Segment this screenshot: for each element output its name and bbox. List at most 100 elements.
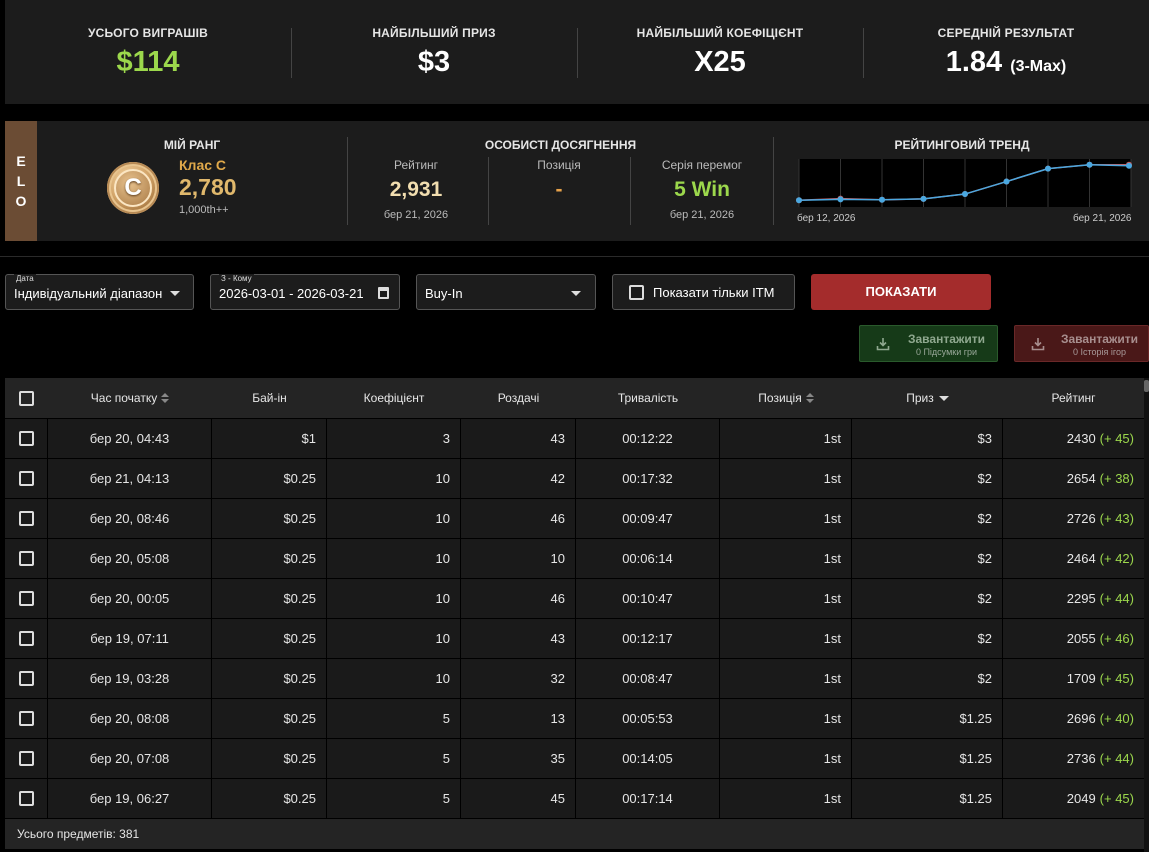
elo-tab-letter: L [16, 173, 26, 189]
rating-value: 2696 [1066, 711, 1096, 726]
trend-point[interactable] [879, 196, 885, 203]
cell-position: 1st [720, 419, 852, 458]
rating-delta: (+ 45) [1099, 431, 1134, 446]
row-checkbox[interactable] [18, 711, 34, 726]
cell-hands: 42 [461, 459, 576, 498]
scrollbar[interactable] [1144, 378, 1149, 852]
cell-rating: 2464 (+ 42) [1003, 539, 1144, 578]
select-all-checkbox[interactable] [19, 390, 34, 406]
cell-hands: 45 [461, 779, 576, 818]
row-checkbox[interactable] [18, 471, 34, 486]
table-row[interactable]: бер 19, 07:11 $0.25 10 43 00:12:17 1st $2 2055(… [5, 618, 1144, 658]
stat-value: X25 [694, 45, 746, 78]
rank-title: МІЙ РАНГ [163, 138, 221, 152]
row-checkbox[interactable] [18, 791, 34, 806]
trend-point[interactable] [1003, 178, 1010, 185]
cell-start-time: бер 20, 07:08 [48, 739, 212, 778]
checkbox-icon[interactable] [629, 285, 644, 300]
rating-trend-chart[interactable] [795, 159, 1135, 209]
rating-value: 2654 [1066, 471, 1096, 486]
trend-point[interactable] [1126, 162, 1132, 169]
cell-buyin: $0.25 [212, 659, 327, 698]
column-header-hands: Роздачі [461, 378, 576, 418]
row-select-cell [5, 459, 48, 498]
download-game-summary-button[interactable]: Завантажити 0 Підсумки гри [859, 325, 998, 362]
trend-point[interactable] [962, 191, 968, 198]
achievement-date: бер 21, 2026 [383, 209, 449, 221]
cell-duration: 00:17:32 [576, 459, 720, 498]
row-checkbox[interactable] [18, 751, 34, 766]
cell-prize: $2 [852, 539, 1003, 578]
table-row[interactable]: бер 20, 05:08 $0.25 10 10 00:06:14 1st $2 2464(… [5, 538, 1144, 578]
stat-value: $114 [116, 45, 180, 78]
rating-delta: (+ 43) [1099, 511, 1134, 526]
cell-rating: 2295 (+ 44) [1003, 579, 1144, 618]
download-game-history-button[interactable]: Завантажити 0 Історія ігор [1014, 325, 1149, 362]
trend-point[interactable] [1045, 165, 1051, 172]
rank-badge-letter: C [114, 169, 152, 207]
elo-panel: E L O МІЙ РАНГ C Клас C 2,780 1,000th++ … [5, 121, 1149, 241]
buyin-select[interactable]: Buy-In [416, 274, 596, 310]
row-checkbox[interactable] [18, 671, 34, 686]
cell-rating: 1709 (+ 45) [1003, 659, 1144, 698]
cell-rating: 2049 (+ 45) [1003, 779, 1144, 818]
cell-prize: $1.25 [852, 699, 1003, 738]
row-select-cell [5, 499, 48, 538]
cell-multiplier: 5 [327, 699, 461, 738]
table-row[interactable]: бер 20, 07:08 $0.25 5 35 00:14:05 1st $1.25 273… [5, 738, 1144, 778]
column-header-prize[interactable]: Приз [852, 378, 1003, 418]
table-row[interactable]: бер 20, 08:08 $0.25 5 13 00:05:53 1st $1.25 269… [5, 698, 1144, 738]
cell-position: 1st [720, 659, 852, 698]
row-checkbox[interactable] [18, 591, 34, 606]
select-all-cell [5, 378, 48, 418]
cell-start-time: бер 20, 04:43 [48, 419, 212, 458]
cell-duration: 00:08:47 [576, 659, 720, 698]
itm-only-checkbox[interactable]: Показати тільки ITM [612, 274, 795, 310]
table-row[interactable]: бер 20, 00:05 $0.25 10 46 00:10:47 1st $2 2295(… [5, 578, 1144, 618]
stat-value: $3 [417, 45, 451, 78]
achievement-label: Позиція [537, 158, 581, 172]
table-row[interactable]: бер 19, 06:27 $0.25 5 45 00:17:14 1st $1.25 204… [5, 778, 1144, 818]
cell-duration: 00:17:14 [576, 779, 720, 818]
buyin-select-value: Buy-In [425, 286, 463, 301]
trend-point[interactable] [837, 196, 844, 203]
cell-multiplier: 10 [327, 539, 461, 578]
header-label: Тривалість [617, 391, 679, 405]
table-row[interactable]: бер 19, 03:28 $0.25 10 32 00:08:47 1st $2 1709(… [5, 658, 1144, 698]
chevron-down-icon [170, 291, 180, 296]
achievement-value: - [555, 178, 563, 201]
row-checkbox[interactable] [18, 511, 34, 526]
cell-multiplier: 10 [327, 499, 461, 538]
calendar-icon[interactable] [378, 287, 389, 299]
cell-prize: $2 [852, 499, 1003, 538]
table-row[interactable]: бер 20, 04:43 $1 3 43 00:12:22 1st $3 2430 (+ 45… [5, 418, 1144, 458]
scrollbar-thumb[interactable] [1144, 380, 1149, 392]
column-header-buyin: Бай-ін [212, 378, 327, 418]
row-checkbox[interactable] [18, 551, 34, 566]
date-select[interactable]: Дата Індивідуальний діапазон [5, 274, 194, 310]
trend-point[interactable] [796, 197, 802, 204]
row-select-cell [5, 699, 48, 738]
cell-prize: $2 [852, 619, 1003, 658]
trend-point[interactable] [1086, 161, 1093, 168]
rating-delta: (+ 40) [1099, 711, 1134, 726]
rating-value: 2430 [1066, 431, 1096, 446]
trend-point[interactable] [920, 195, 927, 202]
column-header-start-time[interactable]: Час початку [48, 378, 212, 418]
row-checkbox[interactable] [18, 431, 34, 446]
row-checkbox[interactable] [18, 631, 34, 646]
rating-value: 2055 [1066, 631, 1096, 646]
cell-prize: $1.25 [852, 779, 1003, 818]
trend-end-date: бер 21, 2026 [1073, 213, 1132, 224]
cell-buyin: $0.25 [212, 459, 327, 498]
cell-buyin: $0.25 [212, 539, 327, 578]
table-row[interactable]: бер 20, 08:46 $0.25 10 46 00:09:47 1st $2 2726(… [5, 498, 1144, 538]
table-row[interactable]: бер 21, 04:13 $0.25 10 42 00:17:32 1st $2 2654(… [5, 458, 1144, 498]
stat-suffix: (3-Max) [1010, 57, 1067, 75]
divider [630, 157, 631, 225]
elo-tab[interactable]: E L O [5, 121, 37, 241]
date-range-input[interactable]: З - Кому 2026-03-01 - 2026-03-21 [210, 274, 400, 310]
cell-rating: 2430 (+ 45) [1003, 419, 1144, 458]
column-header-position[interactable]: Позиція [720, 378, 852, 418]
show-button[interactable]: ПОКАЗАТИ [811, 274, 991, 310]
